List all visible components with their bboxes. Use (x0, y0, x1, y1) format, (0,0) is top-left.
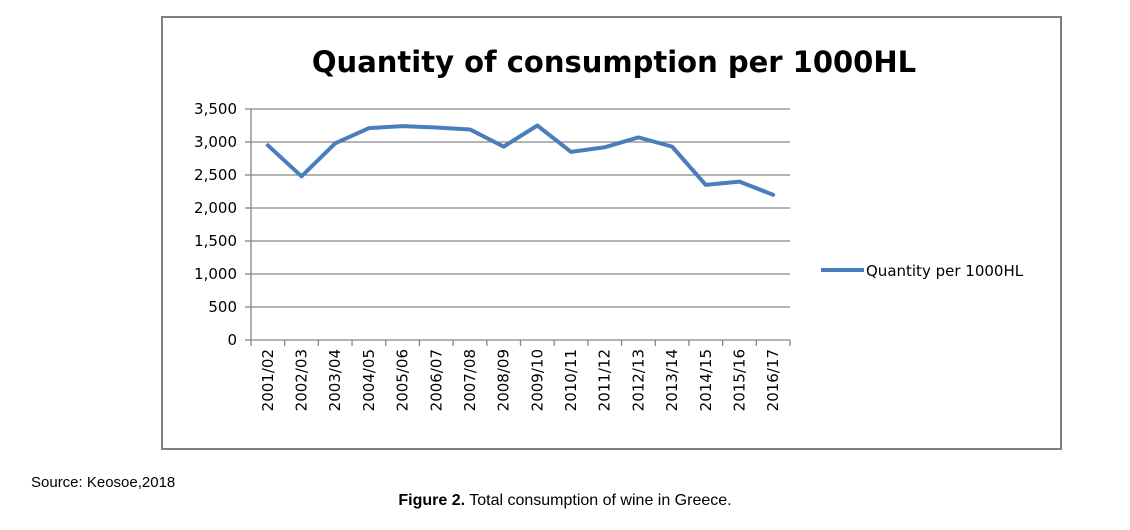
source-note: Source: Keosoe,2018 (31, 474, 176, 491)
series-line (265, 123, 776, 197)
x-tick-label: 2014/15 (697, 349, 715, 411)
x-tick-label: 2001/02 (259, 349, 277, 411)
x-tick-label: 2007/08 (461, 349, 479, 411)
y-tick-label: 3,000 (194, 133, 237, 151)
x-tick-label: 2016/17 (764, 349, 782, 411)
y-tick-label: 3,500 (194, 100, 237, 118)
legend-label: Quantity per 1000HL (866, 262, 1024, 280)
figure-caption: Figure 2. Total consumption of wine in G… (0, 492, 1130, 510)
x-tick-label: 2009/10 (528, 349, 546, 411)
x-tick-label: 2013/14 (663, 349, 681, 411)
x-tick-label: 2015/16 (730, 349, 748, 411)
x-tick-label: 2003/04 (326, 349, 344, 411)
y-tick-label: 1,000 (194, 265, 237, 283)
x-tick-label: 2010/11 (562, 349, 580, 411)
x-tick-label: 2008/09 (495, 349, 513, 411)
y-tick-label: 2,000 (194, 199, 237, 217)
y-tick-label: 0 (227, 331, 237, 349)
x-tick-label: 2011/12 (596, 349, 614, 411)
x-tick-label: 2005/06 (394, 349, 412, 411)
x-tick-label: 2004/05 (360, 349, 378, 411)
x-tick-label: 2002/03 (293, 349, 311, 411)
chart-title: Quantity of consumption per 1000HL (312, 45, 916, 79)
y-tick-label: 500 (208, 298, 237, 316)
x-tick-label: 2006/07 (427, 349, 445, 411)
chart-frame: Quantity of consumption per 1000HL 0 500 1… (161, 16, 1062, 450)
y-tick-label: 1,500 (194, 232, 237, 250)
figure-label: Figure 2. (398, 492, 466, 509)
y-tick-label: 2,500 (194, 166, 237, 184)
x-tick-label: 2012/13 (629, 349, 647, 411)
figure-caption-text: Total consumption of wine in Greece. (465, 492, 732, 509)
line-chart: Quantity of consumption per 1000HL 0 500 1… (194, 45, 1024, 411)
